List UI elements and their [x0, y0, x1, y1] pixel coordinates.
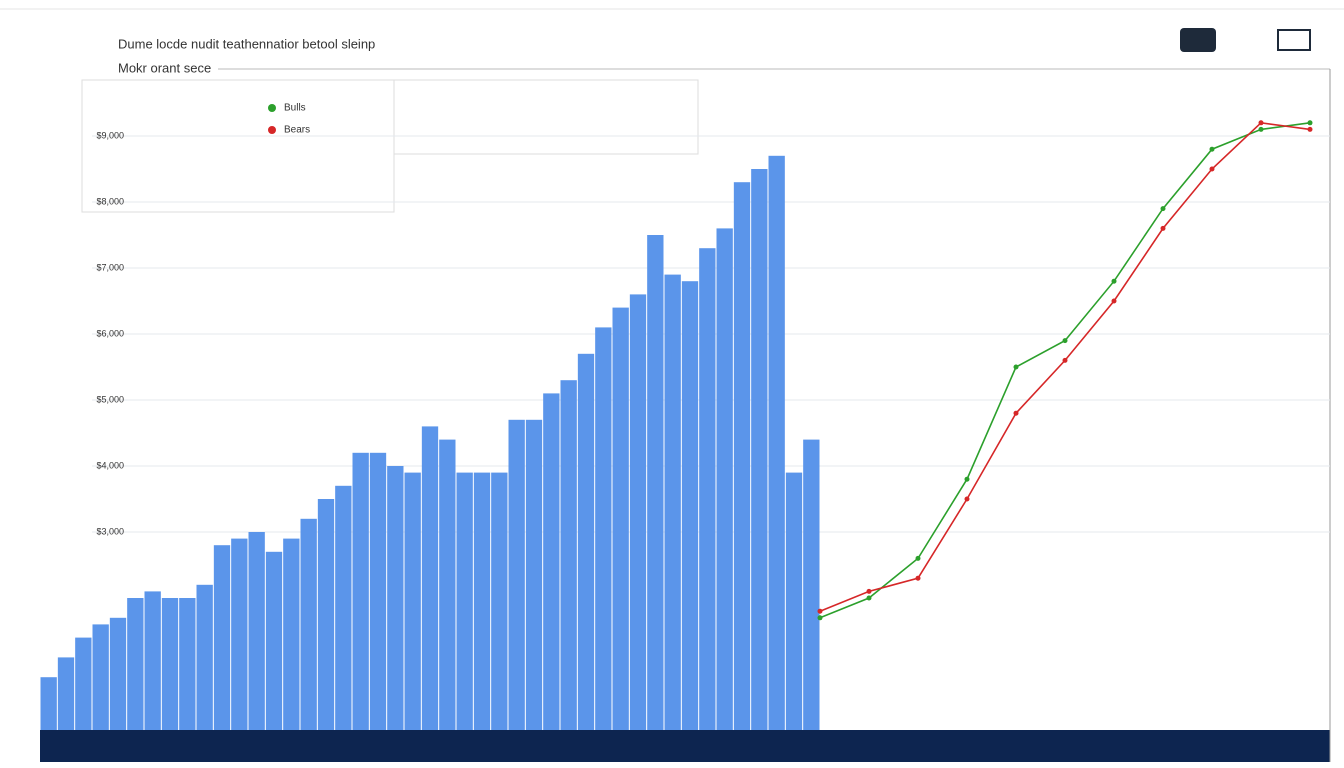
- screen-icon[interactable]: [1277, 29, 1311, 51]
- line-point: [1062, 357, 1068, 363]
- bar: [612, 307, 629, 730]
- bar: [508, 419, 525, 730]
- bar: [647, 235, 664, 730]
- bar: [369, 452, 387, 730]
- bar: [716, 228, 733, 730]
- bar: [248, 532, 265, 730]
- bar: [803, 439, 820, 730]
- bar: [387, 466, 404, 730]
- bar: [196, 584, 213, 730]
- legend-swatch: [268, 104, 276, 112]
- bar: [40, 677, 57, 730]
- line-point: [1160, 206, 1166, 212]
- bar: [231, 538, 248, 730]
- bar: [421, 426, 439, 730]
- bar: [144, 591, 161, 730]
- line-point: [1209, 166, 1215, 172]
- bar: [300, 518, 317, 730]
- legend-label: Bears: [284, 125, 310, 136]
- line-point: [1307, 120, 1313, 126]
- bar: [664, 274, 681, 730]
- x-axis-strip: [40, 730, 1330, 762]
- bar: [456, 472, 473, 730]
- bar: [543, 393, 560, 730]
- y-tick-label: $7,000: [96, 262, 124, 272]
- bar: [525, 419, 543, 730]
- line-point: [1258, 126, 1264, 132]
- y-tick-label: $9,000: [96, 130, 124, 140]
- y-tick-label: $6,000: [96, 328, 124, 338]
- line-point: [964, 496, 970, 502]
- bar: [352, 452, 369, 730]
- line-point: [915, 575, 921, 581]
- chart-subtitle: Mokr orant sece: [118, 60, 211, 75]
- info-box: [393, 79, 699, 155]
- bar: [491, 472, 508, 730]
- bar: [404, 472, 421, 730]
- bar: [785, 472, 803, 730]
- y-tick-label: $4,000: [96, 460, 124, 470]
- bar: [335, 485, 352, 730]
- bar: [681, 281, 699, 730]
- bar: [577, 353, 595, 730]
- line-point: [866, 595, 872, 601]
- bar: [213, 545, 231, 730]
- line-point: [1013, 410, 1019, 416]
- bar: [161, 598, 179, 730]
- line-point: [866, 588, 872, 594]
- bar: [179, 598, 196, 730]
- bar: [629, 294, 647, 730]
- bar: [92, 624, 109, 730]
- y-tick-label: $5,000: [96, 394, 124, 404]
- home-icon[interactable]: [1180, 28, 1216, 52]
- line-point: [817, 608, 823, 614]
- line-point: [1209, 146, 1215, 152]
- line-point: [1111, 278, 1117, 284]
- bar: [265, 551, 283, 730]
- bar: [699, 248, 716, 730]
- line-point: [1307, 126, 1313, 132]
- line-point: [1258, 120, 1264, 126]
- legend-box: [81, 79, 395, 213]
- bar: [317, 499, 335, 730]
- bar: [127, 598, 144, 730]
- bar: [751, 169, 768, 730]
- y-tick-label: $8,000: [96, 196, 124, 206]
- bar: [283, 538, 300, 730]
- line-point: [1160, 225, 1166, 231]
- bar: [560, 380, 577, 730]
- y-tick-label: $3,000: [96, 526, 124, 536]
- legend-swatch: [268, 126, 276, 134]
- line-point: [1111, 298, 1117, 304]
- bar: [75, 637, 92, 730]
- bar: [439, 439, 456, 730]
- chart-title: Dume locde nudit teathennatior betool sl…: [118, 36, 375, 51]
- bar: [473, 472, 491, 730]
- line-point: [1062, 338, 1068, 344]
- legend-label: Bulls: [284, 103, 306, 114]
- line-point: [964, 476, 970, 482]
- line-point: [915, 555, 921, 561]
- line-point: [1013, 364, 1019, 370]
- bar: [768, 155, 785, 731]
- bar: [109, 617, 127, 730]
- line-point: [817, 615, 823, 621]
- bar: [733, 182, 751, 730]
- bar: [595, 327, 612, 730]
- bar: [57, 657, 75, 730]
